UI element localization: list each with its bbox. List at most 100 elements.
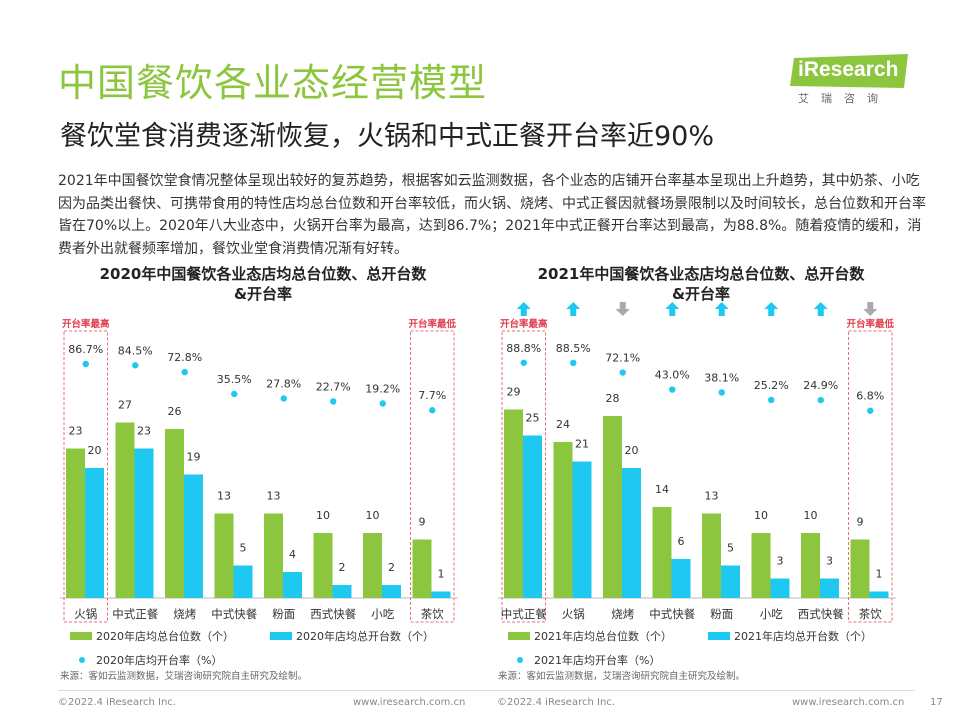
highlight-high-label: 开台率最高 (62, 318, 110, 330)
category-tick-label: 中式正餐 (501, 607, 547, 621)
bar-open-tables (184, 474, 203, 598)
page-subtitle: 餐饮堂食消费逐渐恢复，火锅和中式正餐开台率近90% (60, 121, 715, 152)
legend-open-label: 2020年店均总开台数（个） (296, 629, 434, 643)
bar-total-seats-label: 13 (217, 490, 231, 503)
bar-total-seats (115, 422, 135, 598)
highlight-high-box (501, 330, 546, 623)
legend-total-label: 2021年店均总台位数（个） (534, 629, 672, 643)
bar-total-seats-label: 10 (316, 509, 330, 522)
category-tick-label: 西式快餐 (798, 607, 844, 621)
chart-2021: 2021年中国餐饮各业态店均总台位数、总开台数 &开台率 开台率最高 开台率最低 29 2… (496, 262, 916, 682)
rate-dot (768, 396, 775, 404)
bar-total-seats-label: 14 (655, 483, 669, 496)
bar-total-seats (751, 533, 771, 598)
trend-up-arrow-icon (665, 302, 680, 316)
footer-website-left: www.iresearch.com.cn (353, 697, 466, 708)
rate-label: 88.5% (556, 342, 591, 355)
rate-dot (619, 369, 626, 376)
chart-title-line1: 2021年中国餐饮各业态店均总台位数、总开台数 (538, 265, 866, 283)
category-tick-label: 中式快餐 (649, 607, 695, 621)
highlight-high-label: 开台率最高 (500, 318, 548, 330)
bar-total-seats (165, 429, 184, 598)
bar-open-tables (622, 468, 641, 598)
legend-open-label: 2021年店均总开台数（个） (734, 629, 872, 643)
bar-total-seats (214, 513, 234, 598)
trend-up-arrow-icon (566, 302, 581, 316)
highlight-low-label: 开台率最低 (846, 318, 894, 330)
chart-title-line1: 2020年中国餐饮各业态店均总台位数、总开台数 (100, 265, 428, 283)
bar-open-tables (869, 591, 889, 598)
category-tick-label: 西式快餐 (310, 607, 356, 621)
bar-open-tables-label: 23 (137, 425, 151, 438)
logo-subtext: 艾瑞咨询 (798, 92, 890, 105)
bar-total-seats (850, 539, 870, 598)
category-tick-label: 烧烤 (611, 607, 634, 621)
bar-open-tables-label: 21 (575, 438, 589, 451)
category-tick-label: 茶饮 (421, 607, 444, 621)
intro-paragraph: 2021年中国餐饮堂食情况整体呈现出较好的复苏趋势，根据客如云监测数据，各个业态… (58, 173, 926, 257)
bar-open-tables (431, 591, 451, 598)
rate-label: 72.1% (605, 352, 640, 365)
chart-source-note: 来源：客如云监测数据，艾瑞咨询研究院自主研究及绘制。 (498, 670, 745, 682)
legend-rate-dot (517, 657, 523, 663)
bar-total-seats (66, 448, 85, 598)
bar-open-tables (332, 585, 352, 598)
rate-dot (718, 389, 725, 396)
legend-rate-label: 2020年店均开台率（%） (96, 653, 222, 667)
rate-dot (132, 362, 139, 369)
rate-dot (570, 359, 577, 367)
trend-down-arrow-icon (863, 302, 878, 316)
bar-total-seats-label: 10 (366, 509, 380, 522)
rate-dot (280, 395, 287, 402)
bar-open-tables (721, 565, 740, 598)
trend-up-arrow-icon (714, 302, 729, 316)
bar-total-seats (264, 513, 283, 598)
bar-open-tables-label: 25 (526, 412, 540, 425)
legend-rate-dot (79, 657, 85, 663)
footer-divider-left (58, 690, 498, 691)
trend-up-arrow-icon (813, 302, 828, 316)
rate-label: 86.7% (68, 343, 103, 356)
footer-divider-right (497, 690, 915, 691)
logo-text: iResearch (798, 58, 899, 81)
rate-label: 6.8% (856, 390, 884, 403)
bar-total-seats-label: 13 (705, 490, 719, 503)
rate-dot (181, 368, 188, 376)
bar-total-seats-label: 27 (118, 399, 132, 412)
rate-label: 88.8% (506, 342, 541, 355)
bar-open-tables (85, 468, 104, 598)
chart-2020: 2020年中国餐饮各业态店均总台位数、总开台数 &开台率 开台率最高 开台率最低 23 2… (58, 262, 478, 682)
bar-open-tables-label: 1 (876, 568, 883, 581)
bar-open-tables (233, 565, 253, 598)
rate-label: 72.8% (167, 351, 202, 364)
rate-label: 35.5% (217, 373, 252, 386)
bar-open-tables-label: 5 (240, 542, 247, 555)
bar-open-tables-label: 3 (777, 555, 784, 568)
page-title: 中国餐饮各业态经营模型 (58, 61, 488, 105)
category-tick-label: 火锅 (562, 607, 585, 621)
bar-open-tables-label: 3 (826, 555, 833, 568)
rate-label: 43.0% (655, 369, 690, 382)
bar-open-tables (134, 448, 154, 598)
bar-open-tables-label: 20 (625, 444, 639, 457)
category-tick-label: 小吃 (760, 607, 783, 621)
rate-label: 25.2% (754, 379, 789, 392)
footer-copyright-left: ©2022.4 iResearch Inc. (58, 697, 176, 708)
trend-up-arrow-icon (764, 302, 779, 316)
bar-total-seats (504, 409, 523, 598)
rate-dot (231, 390, 238, 398)
rate-dot (817, 396, 824, 404)
bar-total-seats-label: 29 (507, 386, 521, 399)
bar-open-tables-label: 1 (438, 568, 445, 581)
highlight-low-label: 开台率最低 (408, 318, 456, 330)
bar-total-seats-label: 10 (804, 509, 818, 522)
bar-total-seats (553, 442, 573, 598)
rate-dot (867, 407, 874, 414)
bar-total-seats (652, 507, 672, 598)
bar-open-tables-label: 20 (88, 444, 102, 457)
trend-up-arrow-icon (516, 302, 531, 316)
rate-label: 24.9% (803, 379, 838, 392)
category-tick-label: 茶饮 (859, 607, 882, 621)
bar-total-seats-label: 28 (606, 392, 620, 405)
